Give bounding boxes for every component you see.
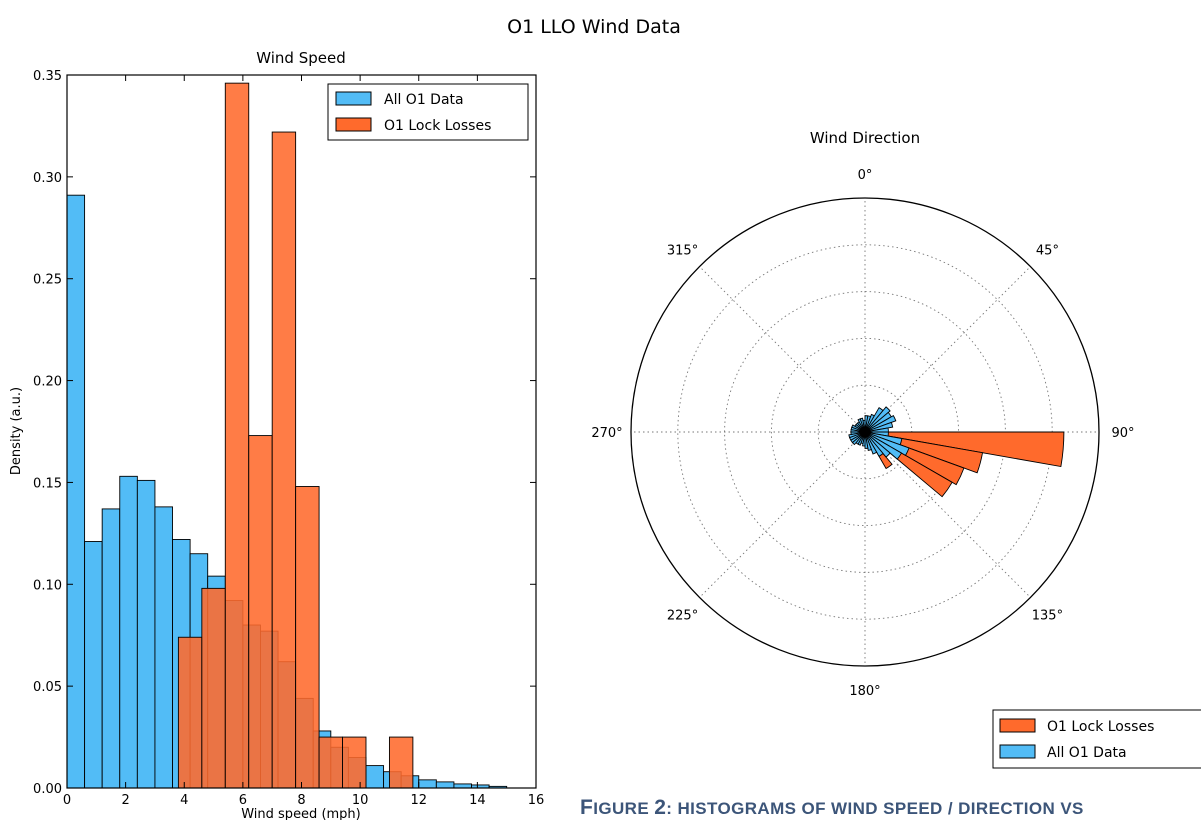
polar-grid-spoke <box>699 431 866 598</box>
caption-initial: F <box>580 796 594 819</box>
polar-angle-label: 90° <box>1111 426 1134 441</box>
all-data-wedge <box>864 431 872 451</box>
lock-loss-bar <box>271 131 297 789</box>
wind-speed-title: Wind Speed <box>256 49 346 67</box>
wind-speed-axes: 0 2 4 6 8 10 12 14 16 0.00 0.05 0.10 0.15 0.20 0.25 0.3… <box>33 69 544 808</box>
y-tick-label: 0.30 <box>33 171 62 186</box>
all-data-bar <box>84 541 103 789</box>
lock-loss-bar <box>248 435 273 789</box>
all-data-bar <box>154 506 173 789</box>
figure-title: O1 LLO Wind Data <box>507 16 681 38</box>
legend-swatch-lock-losses <box>999 718 1036 733</box>
wind-direction-legend: O1 Lock Losses All O1 Data <box>992 709 1201 769</box>
all-data-bar <box>453 783 472 789</box>
all-data-bar <box>435 781 455 789</box>
figure-caption: FIGURE 2: HISTOGRAMS OF WIND SPEED / DIR… <box>580 796 1084 820</box>
lock-loss-bar <box>342 736 367 789</box>
polar-angle-label: 225° <box>667 608 698 623</box>
polar-angle-label: 270° <box>591 426 622 441</box>
x-tick-label: 4 <box>180 793 188 808</box>
all-data-wedge <box>859 417 866 433</box>
x-tick-label: 2 <box>121 793 129 808</box>
all-data-wedge <box>864 431 884 457</box>
wind-speed-legend: All O1 Data O1 Lock Losses <box>327 83 529 141</box>
lock-loss-bar <box>318 736 343 789</box>
y-tick-label: 0.15 <box>33 476 62 491</box>
caption-text: : HISTOGRAMS OF WIND SPEED / DIRECTION V… <box>666 799 1084 818</box>
all-data-wedge <box>864 431 903 460</box>
y-tick-label: 0.35 <box>33 69 62 84</box>
x-tick-label: 8 <box>297 793 305 808</box>
wind-direction-title: Wind Direction <box>810 129 920 147</box>
polar-angle-label: 315° <box>667 244 698 259</box>
x-tick-label: 0 <box>63 793 71 808</box>
all-data-bar <box>101 508 121 789</box>
y-tick-label: 0.25 <box>33 273 62 288</box>
all-data-bar <box>119 475 138 789</box>
all-data-bar <box>136 479 156 789</box>
lock-loss-bar <box>388 736 414 789</box>
polar-outer-circle <box>630 197 1100 667</box>
lock-loss-bar <box>295 486 320 789</box>
wind-speed-ylabel: Density (a.u.) <box>9 387 24 475</box>
x-tick-label: 6 <box>239 793 247 808</box>
polar-bars <box>848 406 1065 498</box>
wind-speed-bars <box>66 82 508 789</box>
polar-grid-spoke <box>864 266 1031 433</box>
lock-loss-bar <box>201 587 226 789</box>
lock-loss-bar <box>224 82 250 789</box>
all-data-bar <box>66 194 86 789</box>
all-data-bar <box>418 779 437 789</box>
polar-angle-label: 45° <box>1036 244 1059 259</box>
wind-speed-panel: Wind Speed 0 2 4 6 8 10 12 14 16 0.00 0.05 0.10 0.15… <box>9 49 544 820</box>
polar-angle-label: 135° <box>1032 608 1063 623</box>
y-tick-label: 0.10 <box>33 578 62 593</box>
legend-label-lock-losses: O1 Lock Losses <box>384 118 491 134</box>
x-tick-label: 10 <box>352 793 369 808</box>
legend-swatch-all-data <box>335 91 372 106</box>
all-data-wedge <box>864 415 897 433</box>
y-tick-label: 0.05 <box>33 680 62 695</box>
legend-label-all-data: All O1 Data <box>1047 745 1127 761</box>
x-tick-label: 12 <box>410 793 427 808</box>
all-data-wedge <box>862 419 866 433</box>
all-data-bar <box>365 765 385 789</box>
lock-loss-bar <box>177 636 203 789</box>
y-tick-label: 0.00 <box>33 782 62 797</box>
legend-swatch-lock-losses <box>335 117 372 132</box>
polar-angle-label: 180° <box>849 684 880 699</box>
y-tick-label: 0.20 <box>33 375 62 390</box>
wind-speed-xlabel: Wind speed (mph) <box>241 807 361 820</box>
all-data-wedge <box>864 431 878 455</box>
polar-grid-spoke <box>864 431 1031 598</box>
x-tick-label: 16 <box>528 793 545 808</box>
all-data-wedge <box>864 431 869 449</box>
all-data-wedge <box>864 431 891 458</box>
x-tick-label: 14 <box>469 793 486 808</box>
all-data-wedge <box>848 431 866 439</box>
legend-label-lock-losses: O1 Lock Losses <box>1047 719 1154 735</box>
wind-direction-panel: Wind Direction 0° 45° 90° 135° 180° 225° 270° 3… <box>591 129 1201 769</box>
polar-grid-spoke <box>699 266 866 433</box>
polar-angle-label: 0° <box>858 168 873 183</box>
caption-number: 2 <box>654 796 667 819</box>
legend-swatch-all-data <box>999 744 1036 759</box>
all-data-wedge <box>864 406 891 433</box>
polar-angle-labels: 0° 45° 90° 135° 180° 225° 270° 315° <box>591 168 1134 699</box>
legend-label-all-data: All O1 Data <box>384 92 464 108</box>
caption-word: IGURE <box>593 799 650 818</box>
all-data-wedge <box>864 421 894 433</box>
